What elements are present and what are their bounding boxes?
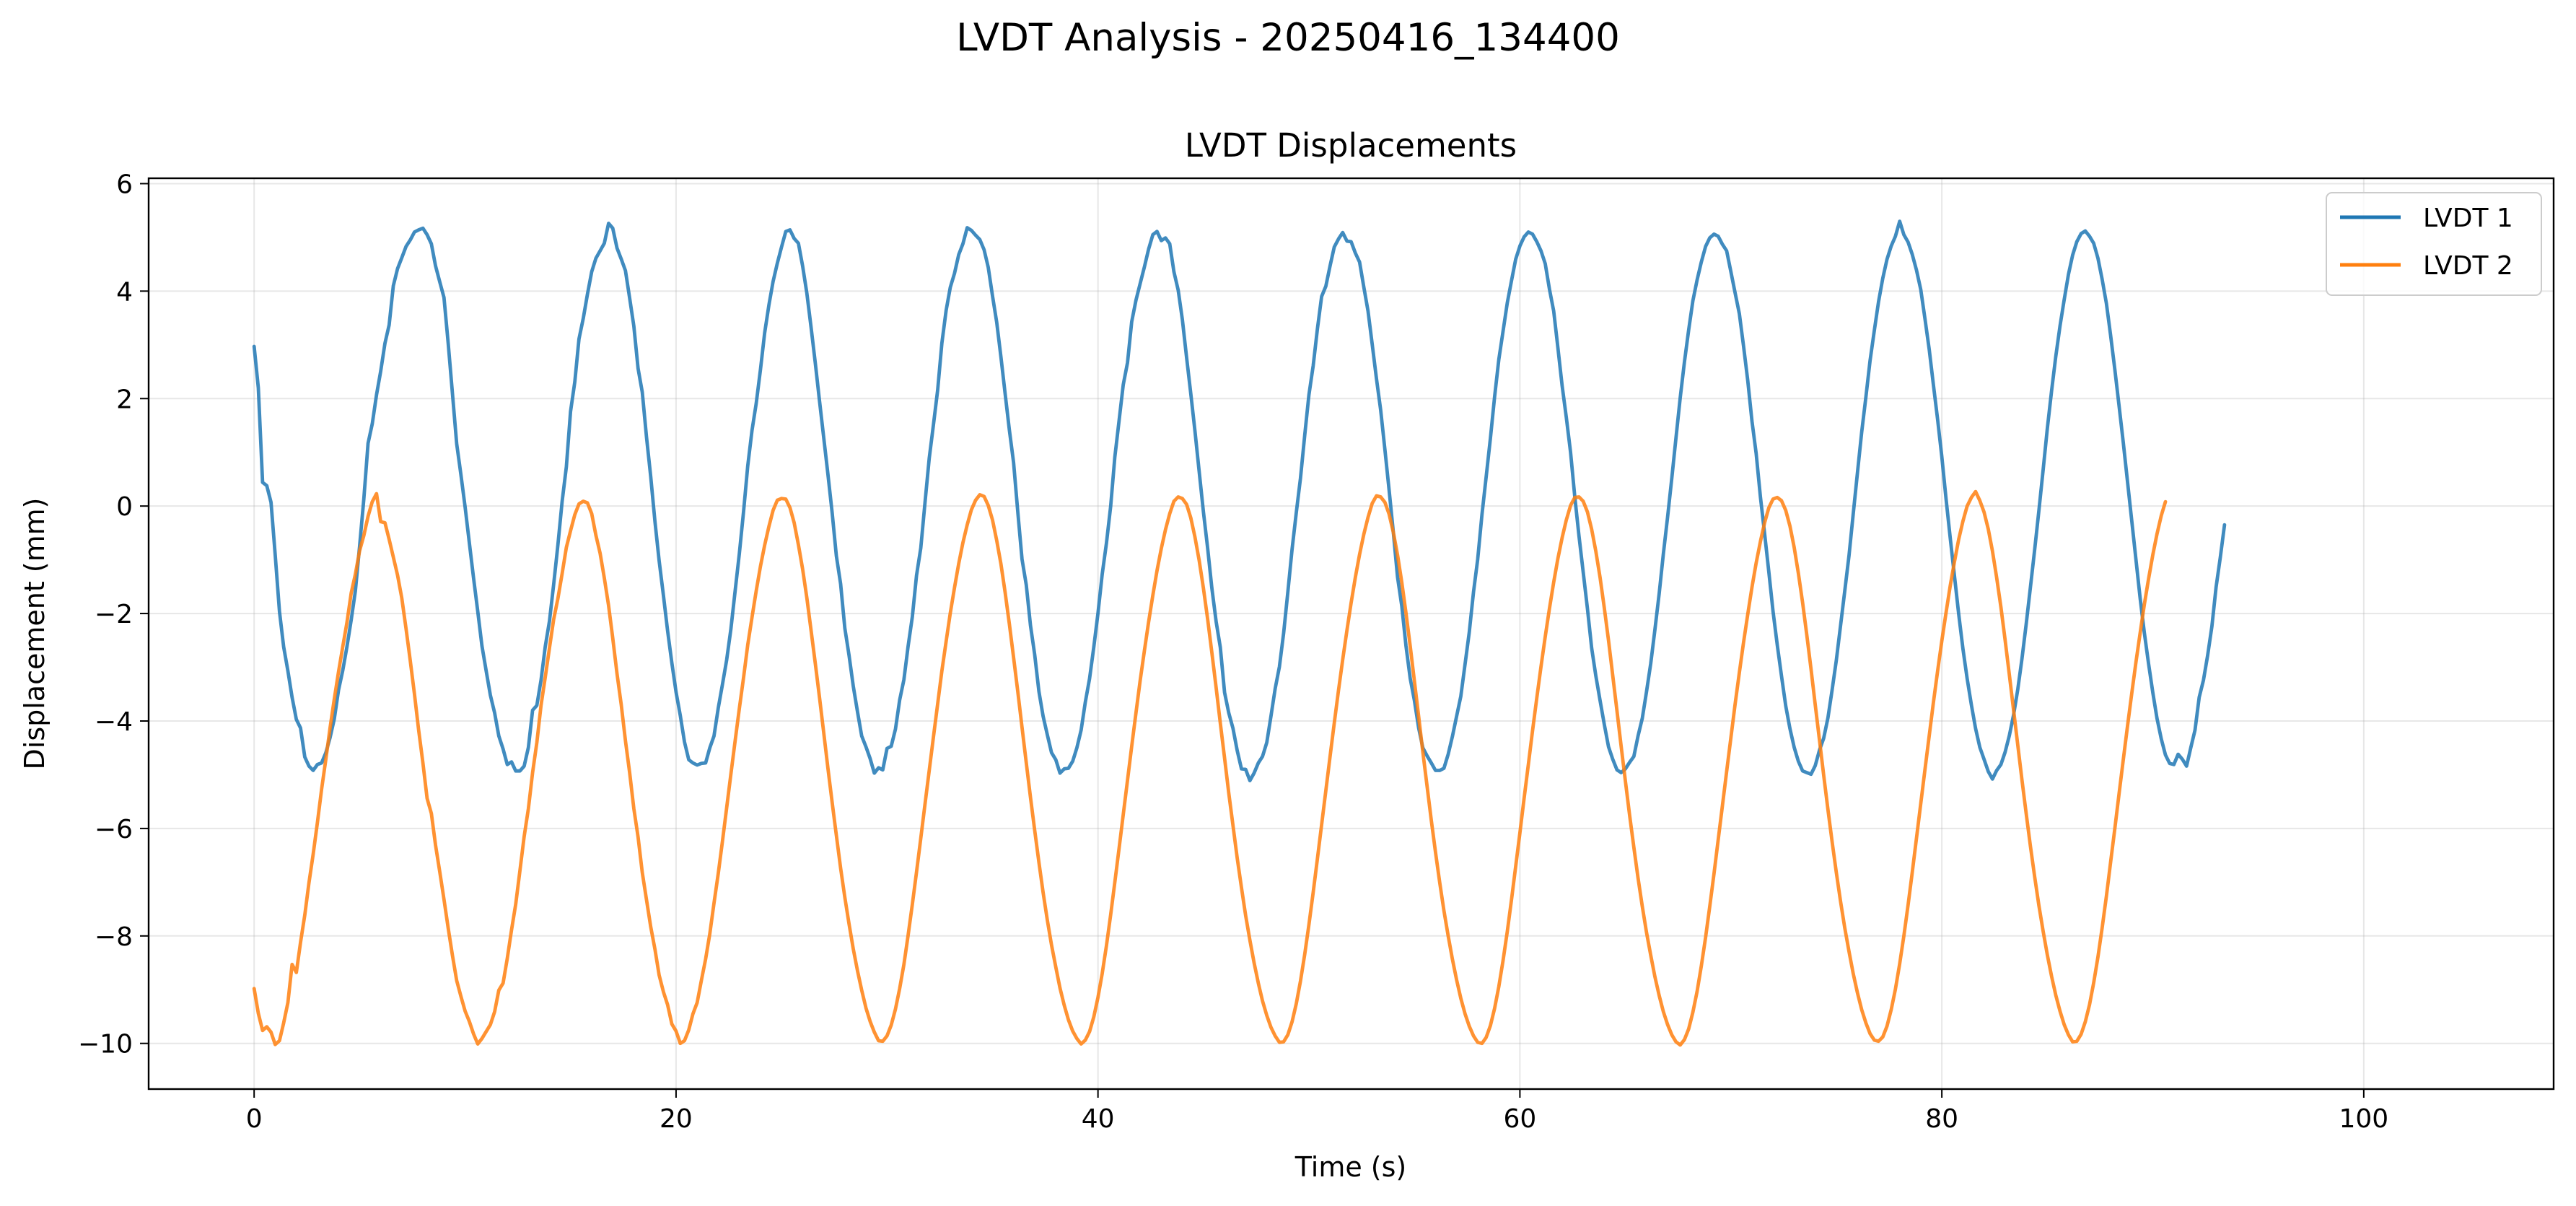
plot-area bbox=[252, 219, 2227, 1047]
y-tick-label: −6 bbox=[95, 815, 133, 844]
legend-label-lvdt-1: LVDT 1 bbox=[2423, 204, 2513, 233]
series-line-lvdt-1 bbox=[252, 219, 2227, 782]
y-tick-label: −4 bbox=[95, 707, 133, 737]
x-axis: 0 20 40 60 80 100 bbox=[246, 1089, 2388, 1134]
x-tick-label: 0 bbox=[246, 1104, 263, 1134]
chart-title: LVDT Displacements bbox=[1185, 126, 1517, 165]
y-tick-label: 4 bbox=[116, 277, 133, 307]
x-tick-label: 100 bbox=[2339, 1104, 2389, 1134]
series-line-lvdt-2 bbox=[252, 489, 2168, 1047]
x-axis-label: Time (s) bbox=[1294, 1151, 1407, 1183]
y-axis-label: Displacement (mm) bbox=[19, 498, 51, 770]
x-tick-label: 60 bbox=[1503, 1104, 1536, 1134]
legend-label-lvdt-2: LVDT 2 bbox=[2423, 251, 2513, 281]
y-tick-label: 6 bbox=[116, 170, 133, 199]
y-tick-label: −2 bbox=[95, 600, 133, 629]
axes-frame bbox=[147, 177, 2555, 1091]
legend: LVDT 1 LVDT 2 bbox=[2326, 192, 2542, 296]
x-tick-label: 40 bbox=[1082, 1104, 1115, 1134]
x-tick-label: 20 bbox=[660, 1104, 693, 1134]
figure-suptitle: LVDT Analysis - 20250416_134400 bbox=[956, 16, 1620, 60]
x-tick-label: 80 bbox=[1925, 1104, 1958, 1134]
y-tick-label: 2 bbox=[116, 385, 133, 414]
y-axis: −10 −8 −6 −4 −2 0 2 4 6 bbox=[78, 170, 149, 1059]
y-tick-label: −8 bbox=[95, 922, 133, 952]
y-tick-label: 0 bbox=[116, 492, 133, 522]
y-tick-label: −10 bbox=[78, 1030, 133, 1059]
